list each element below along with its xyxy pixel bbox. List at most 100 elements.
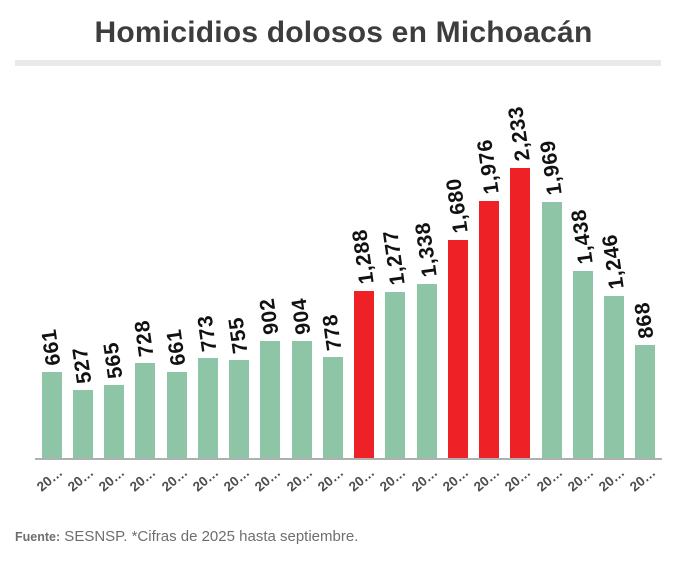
bar [447,239,468,458]
bar-column: 1,680 [442,98,473,458]
x-tick: 20… [127,460,161,500]
bar [72,389,93,458]
bar-column: 1,338 [411,98,442,458]
x-tick-label: 20… [127,464,159,494]
source-text: SESNSP. *Cifras de 2025 hasta septiembre… [60,527,359,545]
bar-value-label: 1,338 [410,221,442,279]
source-note: Fuente: SESNSP. *Cifras de 2025 hasta se… [15,528,687,545]
bar-column: 1,246 [598,98,630,458]
bar-value-label: 661 [37,327,66,367]
x-tick: 20… [189,460,223,500]
bar [572,270,593,458]
x-tick: 20… [64,460,98,500]
bar-value-label: 755 [224,315,253,355]
x-tick: 20… [564,460,598,500]
bar-value-label: 1,277 [379,229,411,287]
bar [197,357,218,458]
bar-value-label: 2,233 [504,105,536,163]
x-tick-label: 20… [408,464,441,494]
x-tick-label: 20… [439,464,472,494]
x-tick: 20… [408,460,442,500]
bar-value-label: 1,246 [598,233,629,291]
bar-column: 778 [317,98,348,458]
bar [604,295,625,458]
bar-value-label: 868 [630,300,659,340]
x-tick-label: 20… [533,464,566,494]
bar-column: 527 [67,98,98,458]
bar-column: 1,438 [567,98,598,458]
x-tick-label: 20… [221,464,253,494]
x-tick: 20… [158,460,192,500]
x-tick-label: 20… [33,464,66,494]
x-tick-label: 20… [596,464,628,494]
title-divider [15,59,661,66]
x-tick-label: 20… [346,464,378,494]
bar-value-label: 661 [162,327,191,367]
x-tick: 20… [471,460,505,500]
x-tick: 20… [377,460,411,500]
bar-value-label: 1,976 [473,138,504,196]
bar-column: 565 [99,98,130,458]
x-axis-line [35,457,662,460]
x-tick-label: 20… [189,464,222,494]
bar-column: 661 [36,98,67,458]
x-tick: 20… [346,460,380,500]
x-tick-label: 20… [96,464,128,494]
bar-column: 661 [161,98,192,458]
bar [322,356,343,458]
bar-column: 1,969 [536,98,567,458]
x-tick: 20… [252,460,286,500]
x-tick: 20… [439,460,473,500]
x-tick-label: 20… [64,464,97,494]
bar [416,283,437,458]
bar-column: 902 [255,98,286,458]
bar-column: 904 [286,98,317,458]
bar [510,167,531,458]
bar-column: 728 [130,98,161,458]
bar-value-label: 1,680 [442,177,473,235]
bar-column: 1,277 [380,98,411,458]
bar-value-label: 728 [130,318,159,358]
bar-value-label: 1,969 [535,139,567,197]
x-tick-label: 20… [502,464,534,494]
x-tick: 20… [627,460,661,500]
x-tick: 20… [221,460,255,500]
bar-column: 1,976 [473,98,505,458]
bar-value-label: 773 [193,313,222,353]
x-tick: 20… [96,460,130,500]
x-tick-label: 20… [471,464,503,494]
bar [354,290,375,458]
bar [291,340,312,458]
bar-value-label: 904 [287,296,316,336]
x-tick: 20… [533,460,567,500]
bar-value-label: 565 [99,340,128,380]
bar [541,201,562,458]
x-tick: 20… [284,460,317,500]
x-tick: 20… [314,460,348,500]
page-title: Homicidios dolosos en Michoacán [94,16,593,49]
x-tick: 20… [596,460,630,500]
source-label: Fuente: [15,529,61,544]
bar-column: 773 [192,98,223,458]
bar-value-label: 902 [255,296,284,336]
x-tick-label: 20… [314,464,347,494]
bar [166,371,187,458]
bar-column: 2,233 [505,98,536,458]
bar-value-label: 527 [68,345,97,385]
x-tick-label: 20… [377,464,409,494]
x-tick-label: 20… [252,464,284,494]
x-axis-labels: 20… 20… 20… 20… 20… 20… 20… 20… 20… 20… 20… 20… 20… 2… [33,460,661,500]
bar [479,200,500,458]
bar [229,359,250,458]
bar [41,371,62,458]
x-tick-label: 20… [158,464,191,494]
x-tick-label: 20… [627,464,659,494]
bar-column: 868 [630,98,661,458]
x-tick-label: 20… [564,464,597,494]
bar [385,291,406,458]
bar-value-label: 1,438 [567,208,598,266]
bar [104,384,125,458]
bar-column: 755 [224,98,255,458]
bar [635,344,656,458]
